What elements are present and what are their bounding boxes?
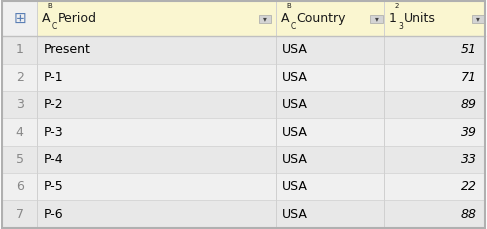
Text: P-6: P-6 [44,208,64,221]
Text: B: B [48,3,53,9]
Text: ▾: ▾ [263,14,267,23]
Text: Units: Units [404,12,436,25]
Text: 1: 1 [389,12,397,25]
Bar [472,15,484,23]
Text: Country: Country [296,12,346,25]
Text: 4: 4 [16,125,24,139]
Text: 22: 22 [461,180,477,193]
Text: USA: USA [281,71,307,84]
Text: USA: USA [281,180,307,193]
Text: 89: 89 [461,98,477,111]
Text: USA: USA [281,44,307,57]
Text: P-2: P-2 [44,98,64,111]
Text: Present: Present [44,44,91,57]
Text: 3: 3 [398,22,403,31]
Text: A: A [42,12,51,25]
Text: P-1: P-1 [44,71,64,84]
Text: 1: 1 [16,44,24,57]
Text: C: C [52,22,57,31]
Bar [259,15,271,23]
Bar [371,15,383,23]
Text: ▾: ▾ [375,14,378,23]
Text: USA: USA [281,208,307,221]
Text: 6: 6 [16,180,24,193]
Text: Period: Period [57,12,96,25]
Text: 39: 39 [461,125,477,139]
Text: USA: USA [281,125,307,139]
Text: ▾: ▾ [476,14,480,23]
Text: P-5: P-5 [44,180,64,193]
Text: 51: 51 [461,44,477,57]
Bar [2,1,37,36]
Text: USA: USA [281,98,307,111]
Text: 88: 88 [461,208,477,221]
Text: A: A [281,12,289,25]
Text: 2: 2 [394,3,399,9]
Text: 5: 5 [16,153,24,166]
Text: 2: 2 [16,71,24,84]
Text: P-3: P-3 [44,125,64,139]
Text: B: B [286,3,291,9]
Text: 33: 33 [461,153,477,166]
Text: USA: USA [281,153,307,166]
Text: P-4: P-4 [44,153,64,166]
Text: C: C [290,22,296,31]
Text: 7: 7 [16,208,24,221]
Text: 71: 71 [461,71,477,84]
Text: 3: 3 [16,98,24,111]
Text: ⊞: ⊞ [14,11,26,26]
